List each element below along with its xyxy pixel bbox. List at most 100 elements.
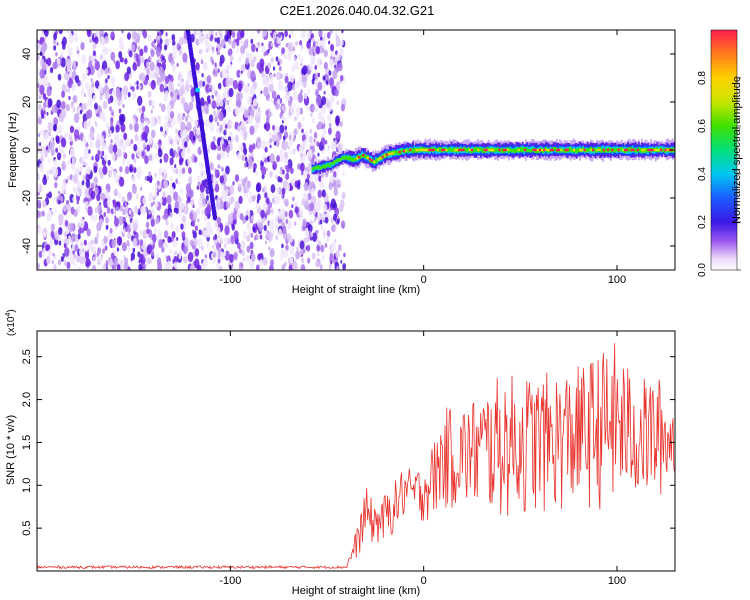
- noise-dot: [75, 253, 81, 263]
- noise-dot: [182, 128, 188, 138]
- noise-dot: [270, 184, 276, 194]
- signal-band-peak: [660, 148, 663, 152]
- noise-dot: [337, 62, 343, 72]
- noise-dot: [76, 195, 80, 202]
- signal-band-cell: [337, 158, 340, 162]
- noise-dot: [138, 263, 143, 270]
- noise-dot: [220, 38, 226, 48]
- noise-dot: [155, 217, 160, 225]
- signal-band-cell: [594, 148, 597, 153]
- noise-dot: [322, 127, 327, 136]
- noise-dot: [314, 105, 319, 113]
- signal-band-peak: [498, 148, 501, 152]
- noise-dot: [61, 163, 65, 170]
- noise-dot: [296, 129, 299, 133]
- signal-band-peak: [564, 148, 567, 152]
- noise-dot: [279, 58, 283, 65]
- noise-dot: [219, 54, 225, 64]
- noise-dot: [302, 218, 307, 227]
- noise-dot: [162, 167, 167, 175]
- noise-dot: [98, 150, 101, 156]
- noise-dot: [161, 246, 165, 253]
- noise-dot: [130, 139, 134, 144]
- noise-dot: [268, 73, 274, 83]
- noise-dot: [322, 75, 326, 81]
- signal-band-cell: [407, 149, 410, 153]
- noise-dot: [335, 130, 341, 141]
- noise-dot: [163, 59, 167, 63]
- noise-dot: [328, 122, 332, 129]
- noise-dot: [264, 231, 268, 236]
- noise-dot: [281, 119, 284, 124]
- noise-dot: [169, 186, 175, 195]
- signal-band-cell: [531, 148, 533, 152]
- noise-dot: [110, 116, 114, 123]
- noise-dot: [319, 60, 323, 65]
- noise-dot: [181, 215, 186, 223]
- noise-dot: [163, 153, 169, 163]
- signal-band-cell: [311, 167, 314, 171]
- noise-dot: [109, 228, 113, 234]
- noise-dot: [178, 180, 181, 185]
- noise-dot: [105, 145, 109, 150]
- y-tick-label: 20: [21, 96, 33, 108]
- noise-dot: [319, 180, 324, 189]
- signal-band-cell: [466, 148, 468, 153]
- noise-dot: [237, 82, 243, 92]
- noise-dot: [142, 229, 148, 239]
- noise-dot: [327, 145, 330, 150]
- noise-dot: [256, 264, 260, 270]
- noise-dot: [51, 234, 55, 240]
- noise-dot: [154, 200, 159, 208]
- noise-dot: [79, 247, 84, 257]
- noise-dot: [340, 74, 344, 82]
- noise-dot: [180, 121, 186, 132]
- noise-dot: [217, 153, 222, 161]
- noise-dot: [71, 83, 76, 92]
- noise-dot: [179, 78, 183, 86]
- noise-dot: [256, 141, 261, 150]
- noise-dot: [140, 231, 143, 236]
- signal-band-peak: [368, 157, 371, 161]
- noise-dot: [323, 62, 328, 70]
- noise-dot: [230, 236, 235, 245]
- noise-dot: [41, 77, 47, 86]
- noise-dot: [111, 89, 116, 97]
- noise-dot: [335, 265, 341, 270]
- noise-dot: [229, 120, 233, 127]
- x-tick-label: -100: [219, 274, 241, 286]
- noise-dot: [217, 30, 223, 36]
- noise-dot: [284, 85, 288, 92]
- signal-band-cell: [509, 148, 512, 152]
- noise-dot: [84, 146, 89, 155]
- signal-band-cell: [374, 159, 377, 164]
- noise-dot: [262, 76, 268, 87]
- noise-dot: [297, 53, 301, 61]
- noise-dot: [158, 139, 162, 145]
- noise-dot: [316, 141, 320, 147]
- noise-dot: [211, 48, 215, 54]
- noise-dot: [245, 254, 250, 263]
- noise-dot: [77, 233, 81, 240]
- noise-dot: [283, 156, 287, 164]
- signal-band-cell: [353, 157, 356, 162]
- noise-dot: [139, 240, 143, 247]
- noise-dot: [311, 37, 315, 43]
- noise-dot: [238, 56, 242, 63]
- noise-dot: [211, 182, 216, 189]
- noise-dot: [279, 256, 283, 262]
- noise-dot: [245, 38, 249, 45]
- noise-dot: [266, 167, 269, 172]
- noise-dot: [289, 150, 292, 155]
- noise-dot: [96, 69, 102, 79]
- noise-dot: [313, 138, 316, 143]
- signal-band-peak: [524, 148, 527, 152]
- noise-dot: [340, 260, 343, 264]
- x-tick-label: -100: [219, 575, 241, 587]
- signal-band-cell: [634, 148, 637, 153]
- signal-band-peak: [560, 148, 563, 152]
- noise-dot: [219, 165, 222, 170]
- noise-dot: [225, 145, 231, 154]
- noise-dot: [301, 123, 304, 128]
- noise-dot: [275, 56, 279, 62]
